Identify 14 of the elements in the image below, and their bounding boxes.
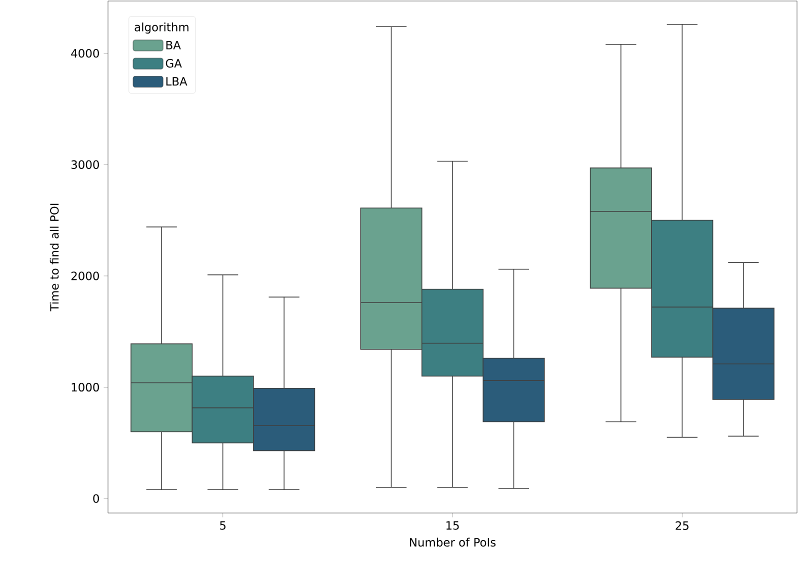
x-tick-label: 5 [220, 521, 226, 530]
y-tick-label: 2000 [71, 272, 99, 280]
y-axis-title: Time to find all POI [50, 204, 59, 312]
y-tick-label: 4000 [71, 48, 99, 58]
y-tick-label: 0 [93, 494, 99, 503]
y-tick-label: 3000 [71, 160, 99, 169]
y-tick-label: 1000 [72, 382, 99, 392]
x-tick-label: 15 [446, 521, 459, 530]
x-tick-label: 25 [676, 521, 688, 530]
legend-label: GA [166, 58, 182, 68]
legend-label: BA [166, 40, 181, 50]
legend-label: LBA [166, 77, 188, 86]
legend-title: algorithm [134, 22, 188, 34]
x-axis-title: Number of PoIs [410, 538, 496, 547]
